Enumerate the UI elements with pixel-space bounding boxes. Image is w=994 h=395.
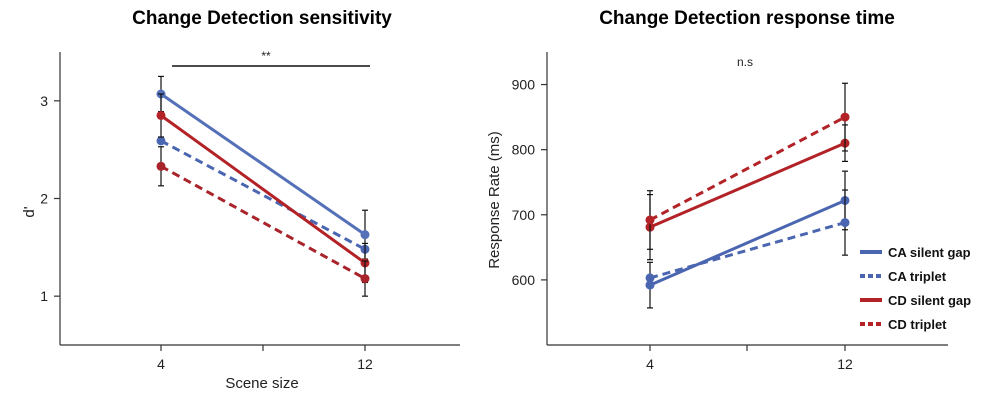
- legend-label: CD silent gap: [888, 293, 971, 308]
- sensitivity-series-ca-triplet: [156, 136, 370, 254]
- response-data-point: [645, 215, 655, 225]
- response-series-line: [649, 141, 846, 229]
- legend-label: CD triplet: [888, 317, 947, 332]
- sensitivity-y-tick-label: 3: [40, 93, 48, 109]
- response-y-tick-label: 800: [512, 142, 536, 158]
- sensitivity-data-point: [360, 274, 370, 284]
- response-series-cd-silent-gap: [645, 124, 850, 261]
- response-time-chart-title: Change Detection response time: [599, 8, 895, 29]
- response-series-ca-triplet: [645, 189, 850, 283]
- sensitivity-x-axis-label: Scene size: [225, 375, 298, 392]
- sensitivity-data-point: [156, 161, 166, 171]
- sensitivity-data-point: [156, 110, 166, 120]
- sensitivity-chart: Change Detection sensitivity d' Scene si…: [21, 8, 460, 392]
- significance-marker: **: [261, 49, 271, 63]
- sensitivity-x-tick-label: 12: [357, 356, 373, 372]
- response-time-chart: Change Detection response time Response …: [486, 8, 971, 372]
- legend: CA silent gap CA triplet CD silent gap CD t…: [860, 245, 971, 332]
- legend-label: CA triplet: [888, 269, 947, 284]
- response-data-point: [840, 112, 850, 122]
- response-series-cd-triplet: [645, 82, 850, 250]
- sensitivity-y-axis-label: d': [21, 206, 38, 217]
- response-data-point: [645, 273, 655, 283]
- sensitivity-x-tick-label: 4: [157, 356, 165, 372]
- response-series-line: [649, 221, 846, 280]
- response-y-axis-label: Response Rate (ms): [486, 131, 503, 269]
- sensitivity-series-ca-silent-gap: [156, 75, 370, 260]
- sensitivity-series-line: [160, 114, 366, 265]
- legend-label: CA silent gap: [888, 245, 971, 260]
- sensitivity-chart-title: Change Detection sensitivity: [132, 8, 392, 29]
- sensitivity-series-cd-silent-gap: [156, 93, 370, 284]
- sensitivity-data-point: [360, 230, 370, 240]
- sensitivity-series-line: [160, 139, 366, 251]
- response-data-point: [840, 218, 850, 228]
- response-y-tick-label: 700: [512, 207, 536, 223]
- response-y-tick-label: 900: [512, 77, 536, 93]
- response-y-tick-label: 600: [512, 272, 536, 288]
- response-data-point: [645, 280, 655, 290]
- response-series-line: [649, 115, 846, 222]
- sensitivity-series-cd-triplet: [156, 146, 370, 297]
- response-series-ca-silent-gap: [645, 170, 850, 309]
- response-series-line: [649, 199, 846, 287]
- response-x-tick-label: 12: [837, 356, 853, 372]
- response-x-tick-label: 4: [646, 356, 654, 372]
- sensitivity-series-line: [160, 92, 366, 236]
- sensitivity-y-tick-label: 2: [40, 191, 48, 207]
- sensitivity-data-point: [156, 136, 166, 146]
- sensitivity-series-line: [160, 164, 366, 280]
- sensitivity-y-tick-label: 1: [40, 288, 48, 304]
- ns-marker: n.s: [737, 55, 753, 69]
